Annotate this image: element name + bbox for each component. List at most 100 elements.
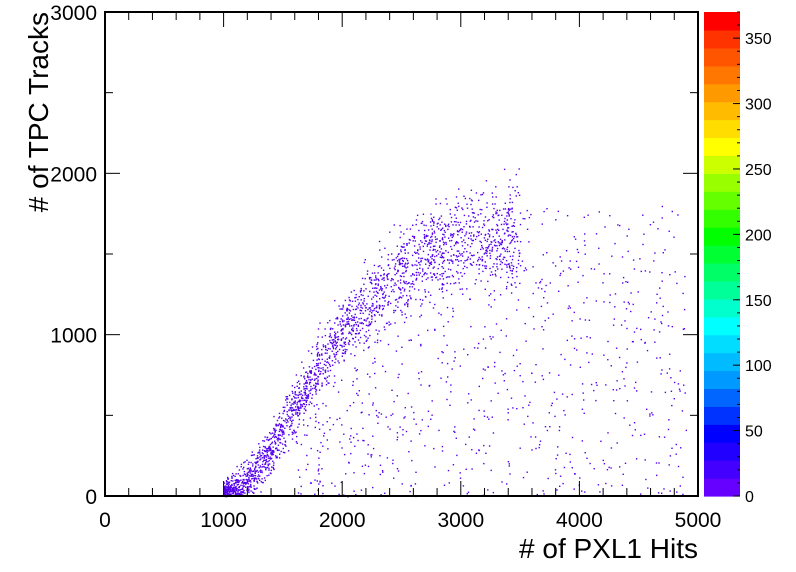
- data-point: [375, 409, 377, 412]
- data-point: [405, 316, 408, 319]
- data-point: [415, 423, 417, 425]
- data-point: [654, 318, 656, 320]
- data-point: [366, 270, 369, 272]
- data-point: [445, 224, 447, 226]
- data-point: [403, 257, 406, 260]
- data-point: [263, 459, 265, 461]
- data-point: [288, 409, 290, 412]
- data-point: [490, 306, 492, 308]
- data-point: [417, 249, 419, 251]
- data-point: [427, 291, 430, 293]
- data-point: [393, 258, 395, 261]
- data-point: [399, 282, 402, 284]
- data-point: [322, 344, 324, 346]
- data-point: [417, 271, 419, 274]
- data-point: [476, 235, 478, 238]
- data-point: [289, 407, 291, 409]
- data-point: [406, 266, 409, 268]
- data-point: [385, 416, 387, 418]
- data-point: [637, 291, 639, 293]
- data-point: [248, 486, 250, 488]
- data-point: [385, 287, 387, 289]
- data-point: [242, 478, 244, 481]
- data-point: [315, 391, 317, 393]
- data-point: [335, 346, 338, 349]
- data-point: [351, 315, 353, 317]
- data-point: [467, 256, 469, 258]
- data-point: [405, 302, 408, 304]
- data-point: [494, 241, 497, 244]
- data-point: [282, 425, 284, 427]
- data-point: [518, 252, 521, 255]
- data-point: [371, 272, 374, 274]
- data-point: [365, 324, 368, 326]
- data-point: [466, 266, 468, 269]
- data-point: [478, 264, 480, 266]
- data-point: [434, 245, 436, 247]
- data-point: [510, 241, 512, 244]
- data-point: [266, 449, 269, 452]
- data-point: [326, 439, 328, 441]
- data-point: [507, 209, 510, 211]
- data-point: [227, 478, 229, 480]
- data-point: [373, 287, 376, 289]
- data-point: [453, 233, 455, 235]
- data-point: [431, 279, 433, 281]
- data-point: [380, 494, 382, 496]
- data-point: [231, 487, 233, 489]
- data-point: [339, 321, 341, 323]
- data-point: [328, 356, 330, 359]
- data-point: [257, 452, 259, 454]
- data-point: [230, 490, 233, 493]
- data-point: [375, 279, 377, 281]
- data-point: [507, 419, 509, 421]
- data-point: [235, 482, 237, 484]
- data-point: [326, 421, 328, 423]
- data-point: [324, 371, 327, 374]
- data-point: [456, 256, 458, 258]
- data-point: [512, 186, 514, 189]
- data-point: [430, 276, 433, 278]
- data-point: [451, 274, 454, 277]
- data-point: [474, 283, 476, 285]
- data-point: [484, 288, 486, 290]
- x-tick-label: 1000: [200, 509, 247, 532]
- data-point: [465, 443, 467, 446]
- data-point: [442, 227, 444, 229]
- data-point: [516, 186, 518, 188]
- data-point: [398, 373, 400, 376]
- data-point: [391, 253, 393, 255]
- data-point: [661, 322, 663, 325]
- data-point: [491, 228, 494, 231]
- data-point: [420, 314, 423, 316]
- data-point: [511, 264, 513, 267]
- data-point: [395, 284, 397, 286]
- data-point: [236, 479, 238, 481]
- data-point: [422, 268, 424, 270]
- data-point: [435, 241, 437, 244]
- data-point: [519, 363, 521, 365]
- data-point: [376, 295, 378, 297]
- data-point: [504, 239, 506, 241]
- data-point: [352, 384, 354, 386]
- data-point: [346, 349, 348, 351]
- data-point: [467, 244, 469, 246]
- data-point: [329, 339, 331, 342]
- data-point: [677, 214, 679, 216]
- data-point: [354, 354, 356, 357]
- data-point: [441, 275, 443, 277]
- data-point: [463, 226, 465, 228]
- data-point: [288, 434, 290, 436]
- data-point: [382, 307, 385, 310]
- data-point: [392, 413, 394, 415]
- data-point: [465, 231, 468, 233]
- x-tick-label: 3000: [437, 509, 484, 532]
- data-point: [379, 473, 381, 476]
- data-point: [492, 214, 494, 216]
- data-point: [351, 319, 353, 322]
- data-point: [228, 486, 230, 488]
- data-point: [291, 413, 293, 415]
- data-point: [263, 456, 265, 458]
- data-point: [512, 255, 514, 257]
